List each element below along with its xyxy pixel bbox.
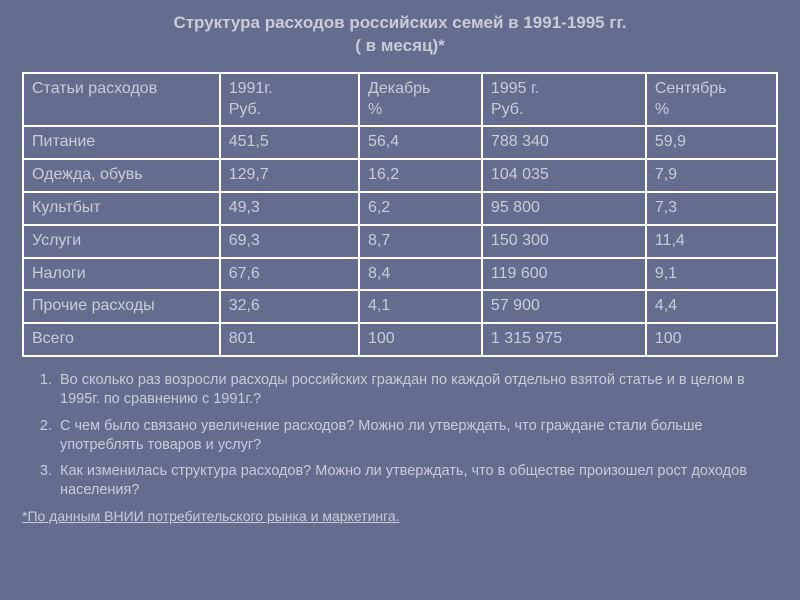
header-text: Статьи расходов [32, 80, 157, 97]
header-text: 1995 г. [491, 80, 539, 97]
table-header-row: Статьи расходов 1991г. Руб. Декабрь % 19… [23, 73, 777, 127]
cell: 100 [646, 323, 777, 356]
cell: Культбыт [23, 192, 220, 225]
question-item: Как изменилась структура расходов? Можно… [56, 462, 760, 500]
table-row: Прочие расходы 32,6 4,1 57 900 4,4 [23, 290, 777, 323]
footnote: *По данным ВНИИ потребительского рынка и… [22, 508, 778, 524]
question-item: С чем было связано увеличение расходов? … [56, 417, 760, 455]
cell: 11,4 [646, 225, 777, 258]
table-row: Услуги 69,3 8,7 150 300 11,4 [23, 225, 777, 258]
header-text: % [655, 101, 669, 118]
header-text: Декабрь [368, 80, 430, 97]
cell: 8,4 [359, 258, 482, 291]
table-row: Питание 451,5 56,4 788 340 59,9 [23, 126, 777, 159]
cell: 1 315 975 [482, 323, 646, 356]
cell: 7,9 [646, 159, 777, 192]
col-header-category: Статьи расходов [23, 73, 220, 127]
col-header-dec-pct: Декабрь % [359, 73, 482, 127]
cell: Одежда, обувь [23, 159, 220, 192]
question-item: Во сколько раз возросли расходы российск… [56, 371, 760, 409]
cell: 100 [359, 323, 482, 356]
cell: 59,9 [646, 126, 777, 159]
table-row: Культбыт 49,3 6,2 95 800 7,3 [23, 192, 777, 225]
cell: 32,6 [220, 290, 359, 323]
cell: 451,5 [220, 126, 359, 159]
cell: 95 800 [482, 192, 646, 225]
slide-title: Структура расходов российских семей в 19… [0, 0, 800, 62]
cell: Всего [23, 323, 220, 356]
cell: 57 900 [482, 290, 646, 323]
cell: 150 300 [482, 225, 646, 258]
expenses-table: Статьи расходов 1991г. Руб. Декабрь % 19… [22, 72, 778, 357]
cell: 6,2 [359, 192, 482, 225]
cell: Питание [23, 126, 220, 159]
cell: 56,4 [359, 126, 482, 159]
col-header-1995-rub: 1995 г. Руб. [482, 73, 646, 127]
cell: 119 600 [482, 258, 646, 291]
cell: 69,3 [220, 225, 359, 258]
cell: 4,4 [646, 290, 777, 323]
cell: 4,1 [359, 290, 482, 323]
cell: 7,3 [646, 192, 777, 225]
cell: 8,7 [359, 225, 482, 258]
header-text: Руб. [229, 101, 261, 118]
table-row-total: Всего 801 100 1 315 975 100 [23, 323, 777, 356]
title-line-2: ( в месяц)* [355, 36, 444, 55]
cell: 788 340 [482, 126, 646, 159]
cell: Услуги [23, 225, 220, 258]
col-header-1991-rub: 1991г. Руб. [220, 73, 359, 127]
cell: Налоги [23, 258, 220, 291]
header-text: 1991г. [229, 80, 273, 97]
cell: 9,1 [646, 258, 777, 291]
table-row: Налоги 67,6 8,4 119 600 9,1 [23, 258, 777, 291]
table-row: Одежда, обувь 129,7 16,2 104 035 7,9 [23, 159, 777, 192]
header-text: Руб. [491, 101, 523, 118]
cell: 67,6 [220, 258, 359, 291]
col-header-sep-pct: Сентябрь % [646, 73, 777, 127]
cell: 801 [220, 323, 359, 356]
title-line-1: Структура расходов российских семей в 19… [173, 13, 626, 32]
question-list: Во сколько раз возросли расходы российск… [56, 371, 760, 500]
cell: 16,2 [359, 159, 482, 192]
cell: Прочие расходы [23, 290, 220, 323]
header-text: Сентябрь [655, 80, 727, 97]
header-text: % [368, 101, 382, 118]
cell: 104 035 [482, 159, 646, 192]
cell: 129,7 [220, 159, 359, 192]
cell: 49,3 [220, 192, 359, 225]
